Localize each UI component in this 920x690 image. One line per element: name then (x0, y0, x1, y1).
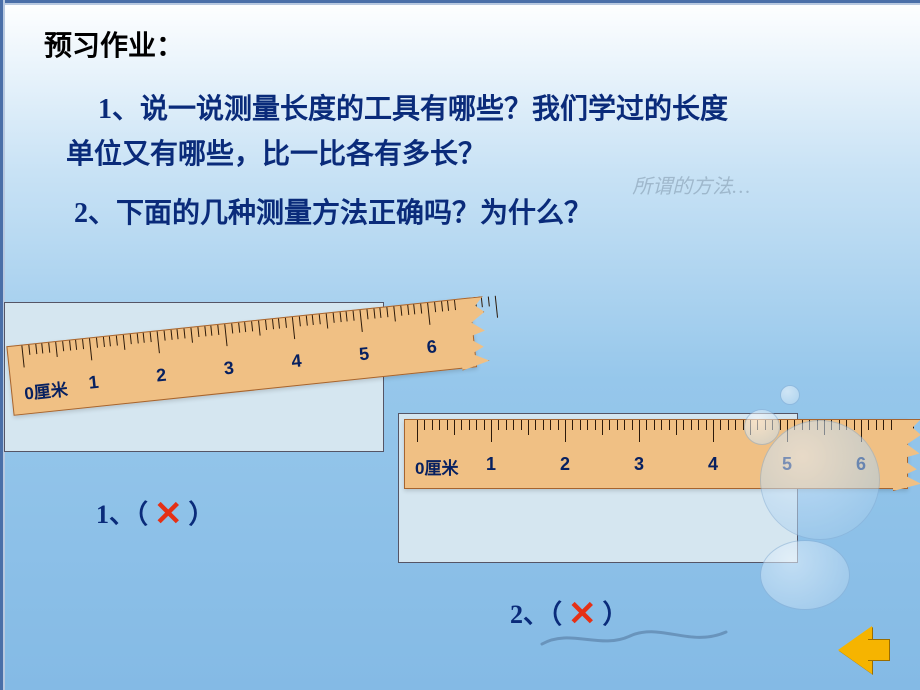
ruler-label-4: 4 (290, 350, 302, 372)
question-1: 1、说一说测量长度的工具有哪些？我们学过的长度 单位又有哪些，比一比各有多长？ (66, 88, 884, 178)
decoration-stroke (540, 622, 730, 652)
answer-1-prefix: 1、（ (96, 494, 148, 531)
answer-1: 1、（ ✕ ） (96, 492, 215, 532)
question-1-line-2: 单位又有哪些，比一比各有多长？ (66, 133, 884, 178)
ruler-label-1: 1 (88, 372, 100, 394)
arrow-left-tail (868, 639, 890, 661)
back-button[interactable] (838, 626, 894, 674)
figure-2: 0厘米 1 2 3 4 5 6 (398, 405, 918, 605)
ruler-label-2: 2 (560, 454, 570, 475)
ruler-label-6: 6 (426, 336, 438, 358)
answer-1-suffix: ） (189, 494, 215, 531)
ruler-label-0: 0厘米 (23, 375, 69, 404)
slide-content: 预习作业： 1、说一说测量长度的工具有哪些？我们学过的长度 单位又有哪些，比一比… (0, 0, 920, 260)
ruler-label-5: 5 (358, 343, 370, 365)
ruler-1-torn-edge (455, 296, 490, 371)
cross-icon: ✕ (154, 494, 183, 534)
ruler-label-3: 3 (634, 454, 644, 475)
ruler-label-5: 5 (782, 454, 792, 475)
page-title: 预习作业： (44, 24, 884, 64)
ruler-2-labels: 0厘米 1 2 3 4 5 6 (405, 454, 907, 478)
arrow-left-icon (838, 626, 872, 674)
ruler-label-6: 6 (856, 454, 866, 475)
ruler-label-1: 1 (486, 454, 496, 475)
question-2: 2、下面的几种测量方法正确吗？为什么？ (74, 192, 884, 237)
watermark-text: 所谓的方法… (632, 170, 750, 199)
ruler-2: 0厘米 1 2 3 4 5 6 (404, 419, 908, 489)
ruler-label-3: 3 (223, 358, 235, 380)
ruler-label-0: 0厘米 (415, 454, 458, 479)
question-1-line-1: 1、说一说测量长度的工具有哪些？我们学过的长度 (98, 88, 884, 133)
ruler-2-ticks (405, 420, 907, 446)
ruler-2-torn-edge (893, 419, 920, 491)
ruler-label-2: 2 (155, 365, 167, 387)
ruler-label-4: 4 (708, 454, 718, 475)
